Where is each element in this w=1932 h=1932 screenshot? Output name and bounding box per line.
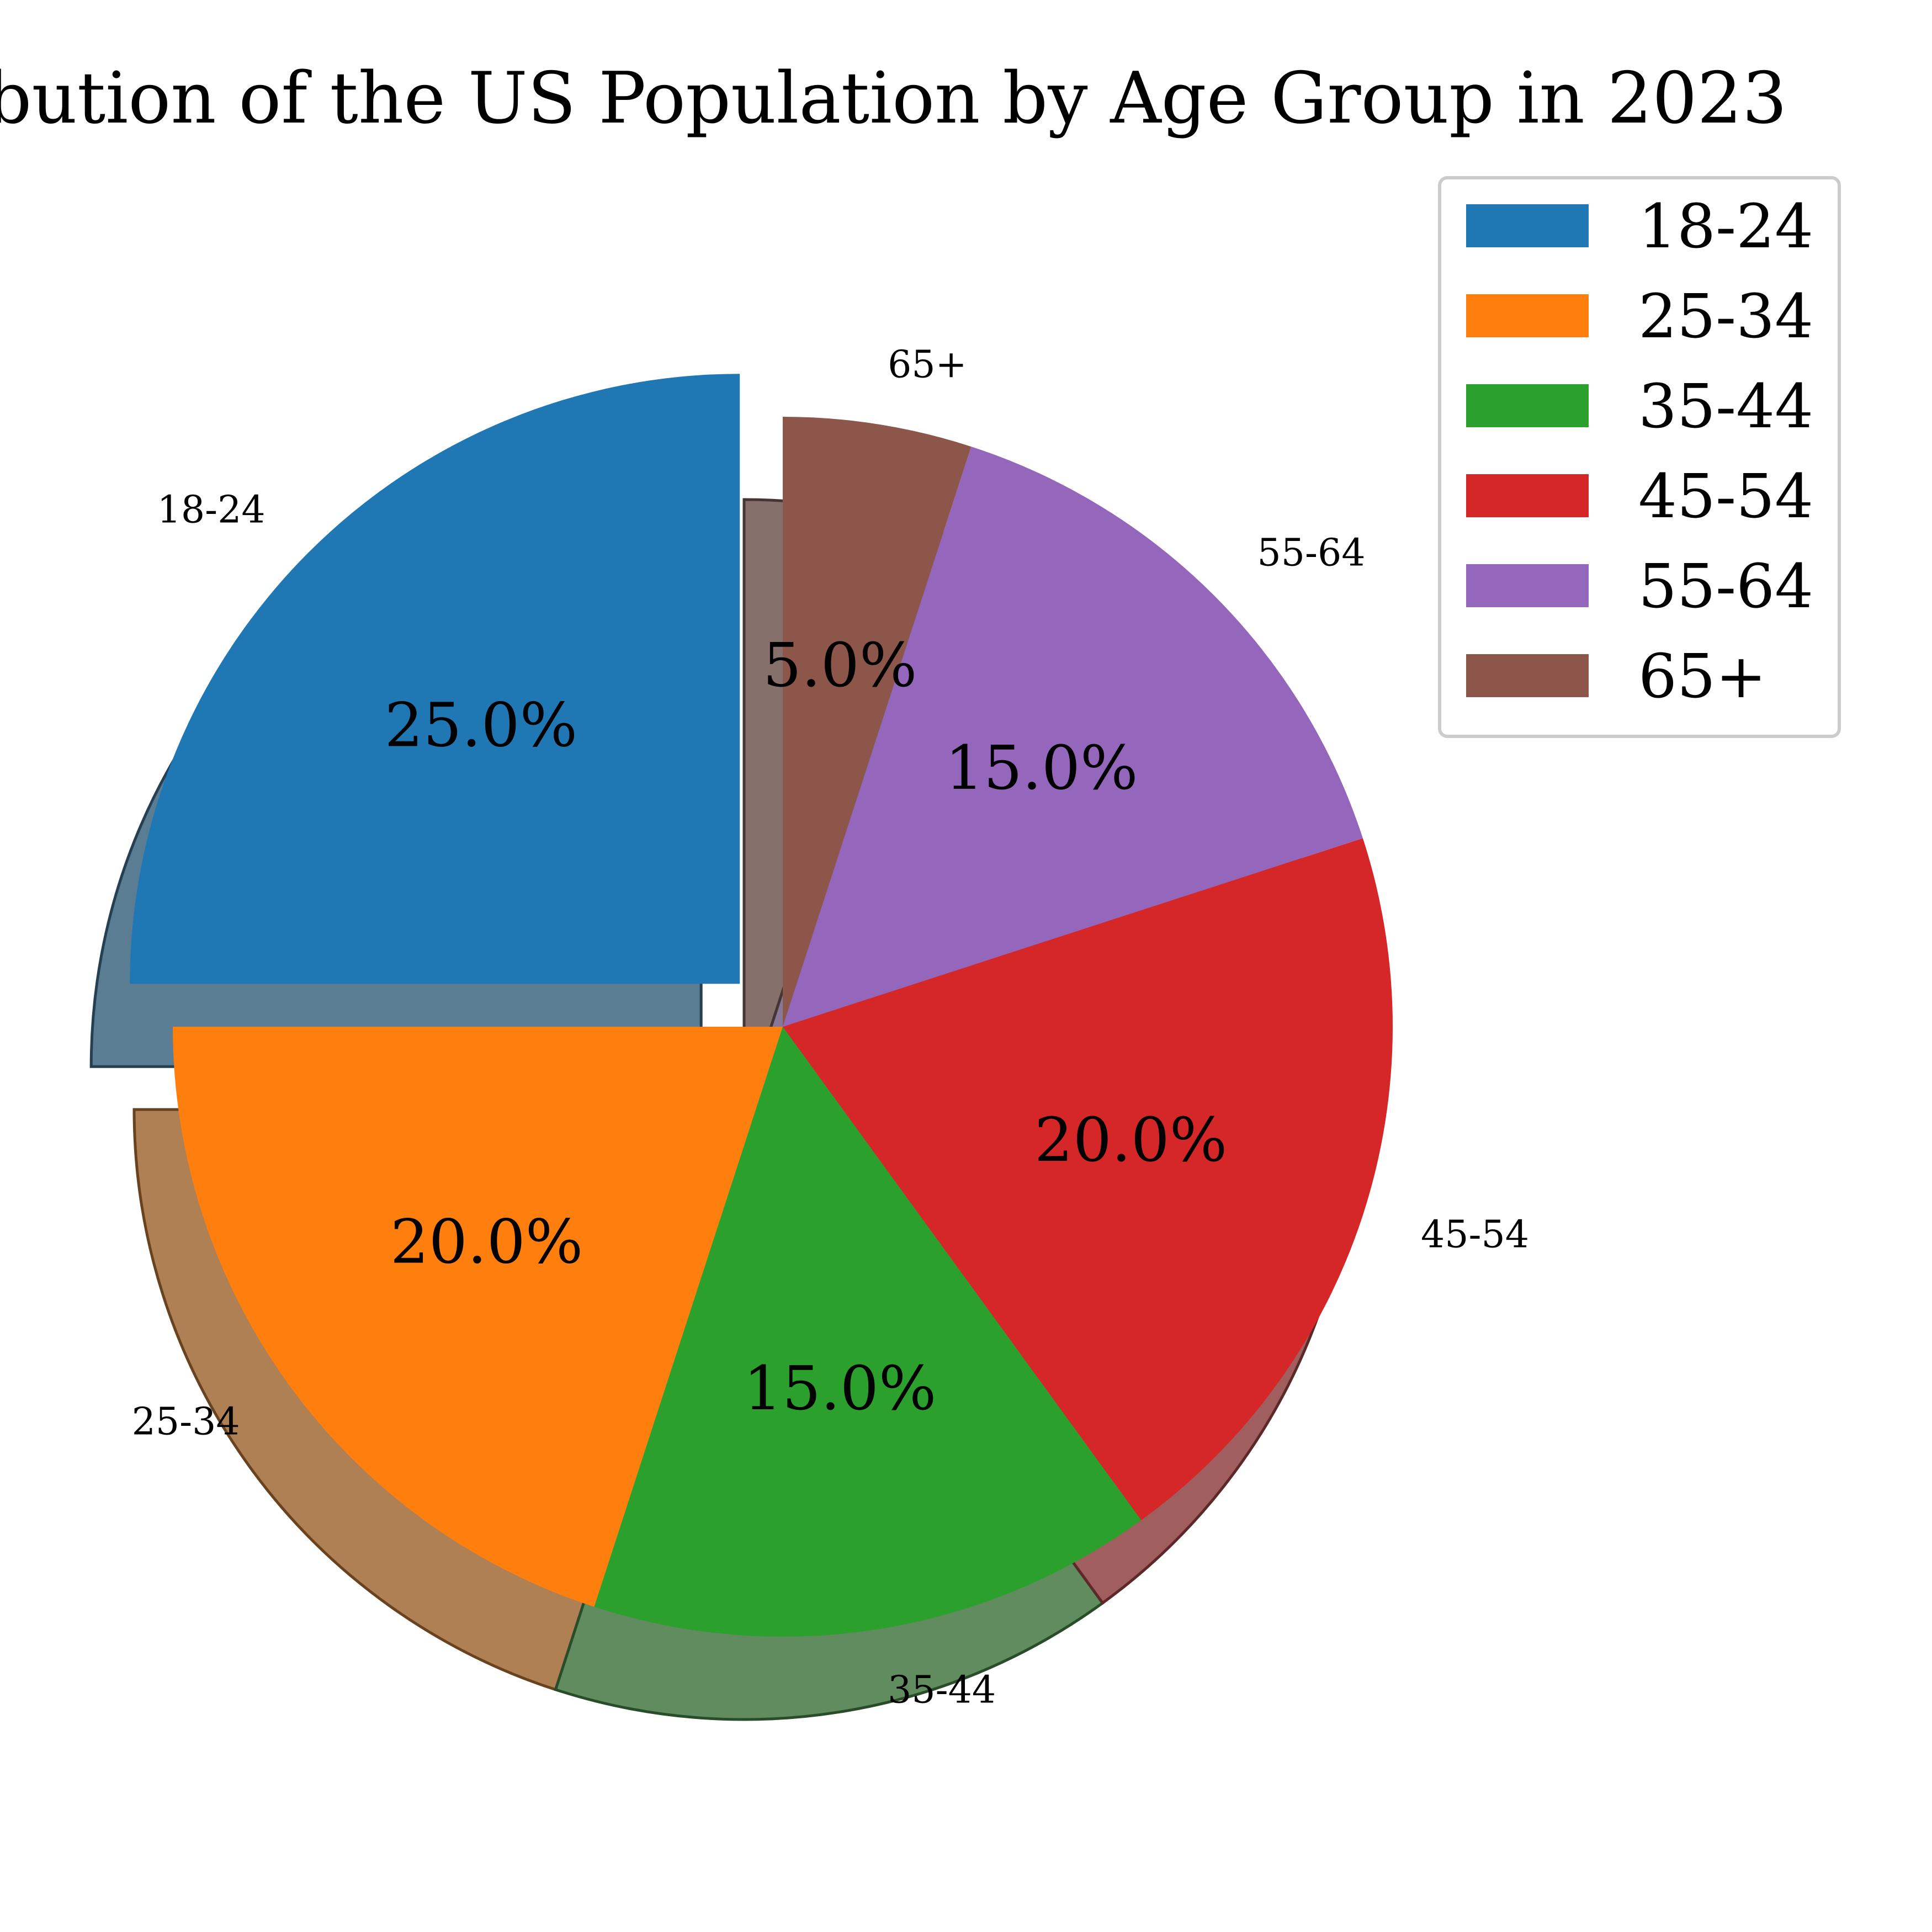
legend-swatch-35-44 bbox=[1466, 384, 1589, 427]
legend-items: 18-24 25-34 35-44 45-54 55-64 65+ bbox=[1466, 191, 1813, 712]
slice-percent-65: 5.0% bbox=[763, 630, 917, 700]
chart-title: Distribution of the US Population by Age… bbox=[0, 57, 1787, 140]
slice-percent-18-24: 25.0% bbox=[385, 689, 577, 760]
pie-slice-45-54 bbox=[783, 838, 1393, 1520]
legend-label-25-34: 25-34 bbox=[1638, 281, 1813, 352]
legend-label-35-44: 35-44 bbox=[1638, 371, 1813, 442]
legend-label-18-24: 18-24 bbox=[1638, 191, 1813, 262]
slice-label-55-64: 55-64 bbox=[1257, 532, 1366, 575]
legend-swatch-65 bbox=[1466, 654, 1589, 697]
legend-label-65: 65+ bbox=[1638, 641, 1766, 712]
pie-slices bbox=[130, 374, 1393, 1637]
legend-label-55-64: 55-64 bbox=[1638, 551, 1813, 622]
legend-swatch-25-34 bbox=[1466, 294, 1589, 337]
legend-swatch-55-64 bbox=[1466, 564, 1589, 607]
pie-slice-35-44 bbox=[594, 1027, 1142, 1637]
legend: 18-24 25-34 35-44 45-54 55-64 65+ bbox=[1438, 176, 1841, 738]
slice-percent-35-44: 15.0% bbox=[744, 1353, 936, 1424]
slice-percent-labels: 25.0% 20.0% 15.0% 20.0% 15.0% 5.0% bbox=[385, 630, 1228, 1424]
slice-label-65: 65+ bbox=[888, 343, 967, 387]
slice-category-labels: 18-24 25-34 35-44 45-54 55-64 65+ bbox=[132, 343, 1529, 1712]
pie-slice-65 bbox=[783, 417, 972, 1027]
pie-slice-25-34 bbox=[173, 1027, 783, 1607]
legend-swatch-45-54 bbox=[1466, 474, 1589, 517]
slice-label-18-24: 18-24 bbox=[157, 489, 266, 532]
slice-label-35-44: 35-44 bbox=[888, 1669, 996, 1712]
legend-swatch-18-24 bbox=[1466, 204, 1589, 247]
pie-slice-18-24 bbox=[130, 374, 740, 984]
legend-label-45-54: 45-54 bbox=[1638, 461, 1813, 532]
pie-slice-55-64 bbox=[783, 447, 1363, 1027]
slice-label-45-54: 45-54 bbox=[1421, 1213, 1529, 1257]
slice-percent-25-34: 20.0% bbox=[390, 1207, 583, 1277]
slice-label-25-34: 25-34 bbox=[132, 1400, 240, 1444]
slice-percent-55-64: 15.0% bbox=[945, 733, 1138, 803]
slice-percent-45-54: 20.0% bbox=[1034, 1105, 1227, 1175]
